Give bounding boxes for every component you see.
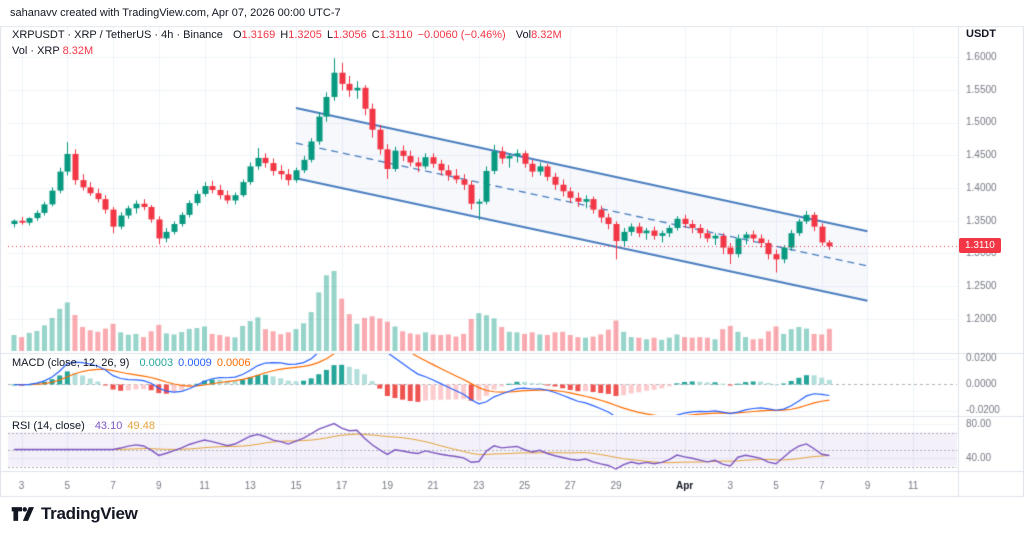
close-value: 1.3110 (379, 29, 413, 41)
rsi-legend[interactable]: RSI (14, close) 43.10 49.48 (12, 420, 157, 432)
close-label: C (371, 29, 380, 41)
tradingview-logo-icon (11, 507, 34, 521)
symbol-legend[interactable]: XRPUSDT · XRP / TetherUS · 4h · Binance … (12, 29, 564, 41)
macd-legend[interactable]: MACD (close, 12, 26, 9) 0.0003 0.0009 0.… (12, 357, 253, 369)
high-value: 1.3205 (288, 29, 322, 41)
volume-value: 8.32M (531, 29, 562, 41)
volume-label: Vol (515, 29, 532, 41)
attribution-text: sahanavv created with TradingView.com, A… (10, 7, 341, 19)
attribution-bar: sahanavv created with TradingView.com, A… (0, 0, 1024, 26)
rsi-ma-value: 49.48 (127, 420, 155, 432)
low-label: L (326, 29, 334, 41)
high-label: H (280, 29, 289, 41)
price-axis-unit: USDT (966, 28, 996, 40)
macd-hist-value: 0.0003 (139, 357, 174, 369)
macd-line-value: 0.0009 (178, 357, 212, 369)
rsi-title: RSI (14, close) (12, 420, 85, 432)
change-value: −0.0060 (−0.46%) (417, 29, 506, 41)
last-price-badge: 1.3110 (959, 238, 1001, 254)
volume-series-label: Vol · XRP (12, 45, 60, 57)
rsi-value: 43.10 (94, 420, 123, 432)
volume-series-value: 8.32M (62, 45, 94, 57)
macd-signal-value: 0.0006 (216, 357, 251, 369)
macd-title: MACD (close, 12, 26, 9) (12, 357, 130, 369)
tradingview-logo[interactable]: TradingView (10, 502, 138, 526)
volume-legend[interactable]: Vol · XRP 8.32M (12, 45, 95, 57)
tradingview-wordmark: TradingView (41, 504, 138, 523)
symbol-title: XRPUSDT · XRP / TetherUS · 4h · Binance (12, 29, 223, 41)
open-value: 1.3169 (241, 29, 276, 41)
low-value: 1.3056 (333, 29, 367, 41)
open-label: O (232, 29, 242, 41)
